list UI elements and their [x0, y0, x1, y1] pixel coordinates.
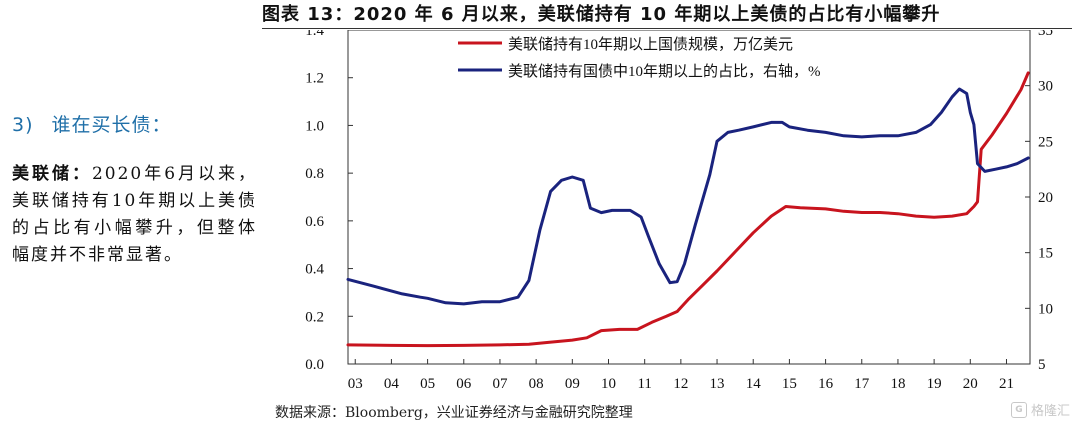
left-y-tick-label: 1.0	[305, 118, 324, 134]
legend-label-red: 美联储持有10年期以上国债规模，万亿美元	[508, 36, 793, 53]
series-line-holdings-10y-plus	[346, 71, 1030, 348]
commentary-panel: 3) 谁在买长债： 美联储：2020年6月以来，美联储持有10年期以上美债的占比有…	[12, 100, 257, 269]
series-layer	[346, 71, 1030, 348]
x-tick-label: 17	[854, 376, 870, 392]
x-tick-label: 11	[637, 376, 651, 392]
commentary-body: 2020年6月以来，美联储持有10年期以上美债的占比有小幅攀升，但整体幅度并不非…	[12, 164, 257, 265]
x-tick-label: 20	[963, 376, 978, 392]
x-tick-label: 13	[710, 376, 725, 392]
watermark-logo-icon: G	[1010, 401, 1027, 418]
x-tick-label: 18	[890, 376, 905, 392]
lead-label: 美联储：	[12, 164, 92, 184]
legend: 美联储持有10年期以上国债规模，万亿美元 美联储持有国债中10年期以上的占比，右…	[458, 36, 821, 80]
chart-container: 03 04 05 06 07 08 09 10 11 12 13 14 15 16 17 18 19 20 21 0…	[262, 30, 1072, 400]
left-y-tick-label: 0.8	[305, 166, 324, 182]
x-tick-label: 09	[565, 376, 580, 392]
x-tick-label: 10	[601, 376, 616, 392]
left-y-tick-label: 0.0	[305, 357, 324, 373]
plot-area	[347, 30, 1031, 365]
x-tick-label: 08	[529, 376, 544, 392]
x-tick-label: 07	[492, 376, 508, 392]
left-y-axis: 0.0 0.2 0.4 0.6 0.8 1.0 1.2 1.4	[305, 30, 353, 373]
data-source-note: 数据来源：Bloomberg，兴业证券经济与金融研究院整理	[275, 405, 633, 421]
right-y-tick-label: 35	[1038, 30, 1053, 39]
right-y-tick-label: 20	[1038, 190, 1053, 206]
series-line-share-10y-plus	[346, 87, 1030, 306]
line-chart: 03 04 05 06 07 08 09 10 11 12 13 14 15 16 17 18 19 20 21 0…	[305, 30, 1053, 392]
x-tick-label: 14	[746, 376, 762, 392]
commentary-paragraph: 美联储：2020年6月以来，美联储持有10年期以上美债的占比有小幅攀升，但整体幅…	[12, 161, 257, 269]
right-y-tick-label: 30	[1038, 79, 1053, 95]
left-y-tick-label: 1.2	[305, 71, 324, 87]
right-y-axis: 5 10 15 20 25 30 35	[1025, 30, 1053, 373]
right-y-tick-label: 10	[1038, 301, 1053, 317]
x-tick-label: 19	[927, 376, 942, 392]
x-tick-label: 06	[456, 376, 472, 392]
legend-label-blue: 美联储持有国债中10年期以上的占比，右轴，%	[508, 63, 821, 80]
left-y-tick-label: 1.4	[305, 30, 324, 39]
x-axis: 03 04 05 06 07 08 09 10 11 12 13 14 15 16 17 18 19 20 21	[348, 359, 1014, 392]
x-tick-label: 16	[818, 376, 834, 392]
x-tick-label: 21	[999, 376, 1014, 392]
section-number: 3)	[12, 114, 34, 136]
left-y-tick-label: 0.6	[305, 214, 324, 230]
section-heading: 3) 谁在买长债：	[12, 110, 257, 137]
right-y-tick-label: 15	[1038, 246, 1053, 262]
left-y-tick-label: 0.2	[305, 309, 324, 325]
right-y-tick-label: 5	[1038, 357, 1046, 373]
section-title: 谁在买长债：	[51, 114, 172, 136]
x-tick-label: 05	[420, 376, 435, 392]
left-y-tick-label: 0.4	[305, 262, 324, 278]
x-tick-label: 04	[384, 376, 400, 392]
x-tick-label: 12	[673, 376, 688, 392]
x-tick-label: 03	[348, 376, 363, 392]
watermark-text: 格隆汇	[1030, 404, 1070, 419]
x-tick-label: 15	[782, 376, 797, 392]
figure-title: 图表 13：2020 年 6 月以来，美联储持有 10 年期以上美债的占比有小幅…	[262, 0, 1072, 29]
right-y-tick-label: 25	[1038, 134, 1053, 150]
watermark: G 格隆汇	[1010, 400, 1070, 419]
